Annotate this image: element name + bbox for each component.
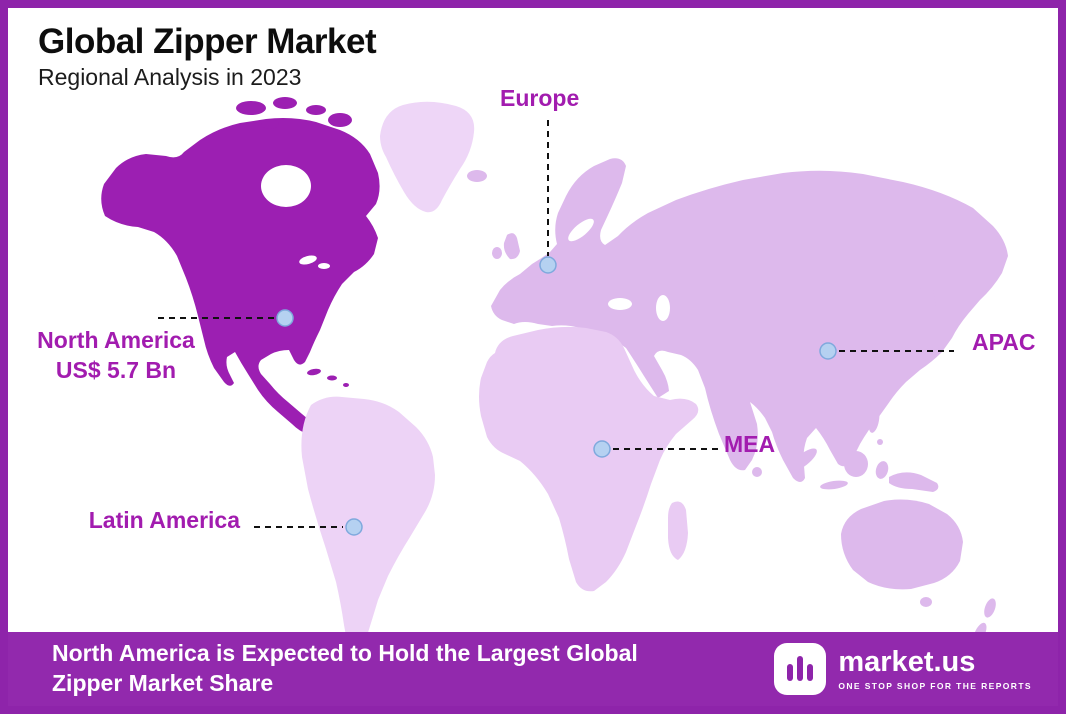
world-map (101, 97, 1008, 654)
caribbean-islands (307, 368, 349, 387)
north-america-water (261, 165, 330, 269)
region-australia (841, 499, 963, 590)
page-title: Global Zipper Market (38, 22, 377, 61)
header: Global Zipper Market Regional Analysis i… (38, 22, 377, 91)
footer-banner: North America is Expected to Hold the La… (8, 632, 1058, 706)
marker-north-america (276, 309, 294, 327)
asia-islands (752, 281, 936, 477)
region-label-latin-america: Latin America (88, 507, 240, 533)
region-label-europe: Europe (500, 85, 580, 111)
region-greenland (380, 101, 475, 213)
brand-name: market.us (838, 645, 976, 678)
region-africa (479, 326, 699, 592)
region-label-apac: APAC (972, 329, 1036, 355)
marker-mea (593, 440, 611, 458)
marker-europe (539, 256, 557, 274)
waveform-icon (787, 656, 814, 681)
arctic-islands (236, 97, 352, 129)
brand-tagline: ONE STOP SHOP FOR THE REPORTS (838, 680, 1032, 691)
footer-text: North America is Expected to Hold the La… (52, 639, 638, 699)
eurasia-water (568, 218, 670, 321)
indonesia-islands (789, 448, 939, 492)
market-us-logo-icon (774, 643, 827, 695)
madagascar (668, 501, 688, 560)
region-label-north-america-value: US$ 5.7 Bn (55, 356, 177, 383)
footer-text-line1: North America is Expected to Hold the La… (52, 640, 638, 667)
europe-islands (467, 170, 520, 260)
region-label-north-america: North America US$ 5.7 Bn (16, 326, 216, 386)
region-eurasia (491, 158, 1008, 483)
region-north-america (101, 118, 380, 434)
page-subtitle: Regional Analysis in 2023 (38, 64, 302, 91)
region-label-north-america-name: North America (37, 327, 195, 353)
brand-text: market.us ONE STOP SHOP FOR THE REPORTS (838, 645, 1032, 691)
region-south-america (301, 396, 435, 654)
marker-apac (819, 342, 837, 360)
marker-latin-america (345, 518, 363, 536)
region-label-mea: MEA (724, 431, 776, 457)
footer-text-line2: Zipper Market Share (52, 670, 274, 696)
brand-logo: market.us ONE STOP SHOP FOR THE REPORTS (774, 643, 1032, 695)
